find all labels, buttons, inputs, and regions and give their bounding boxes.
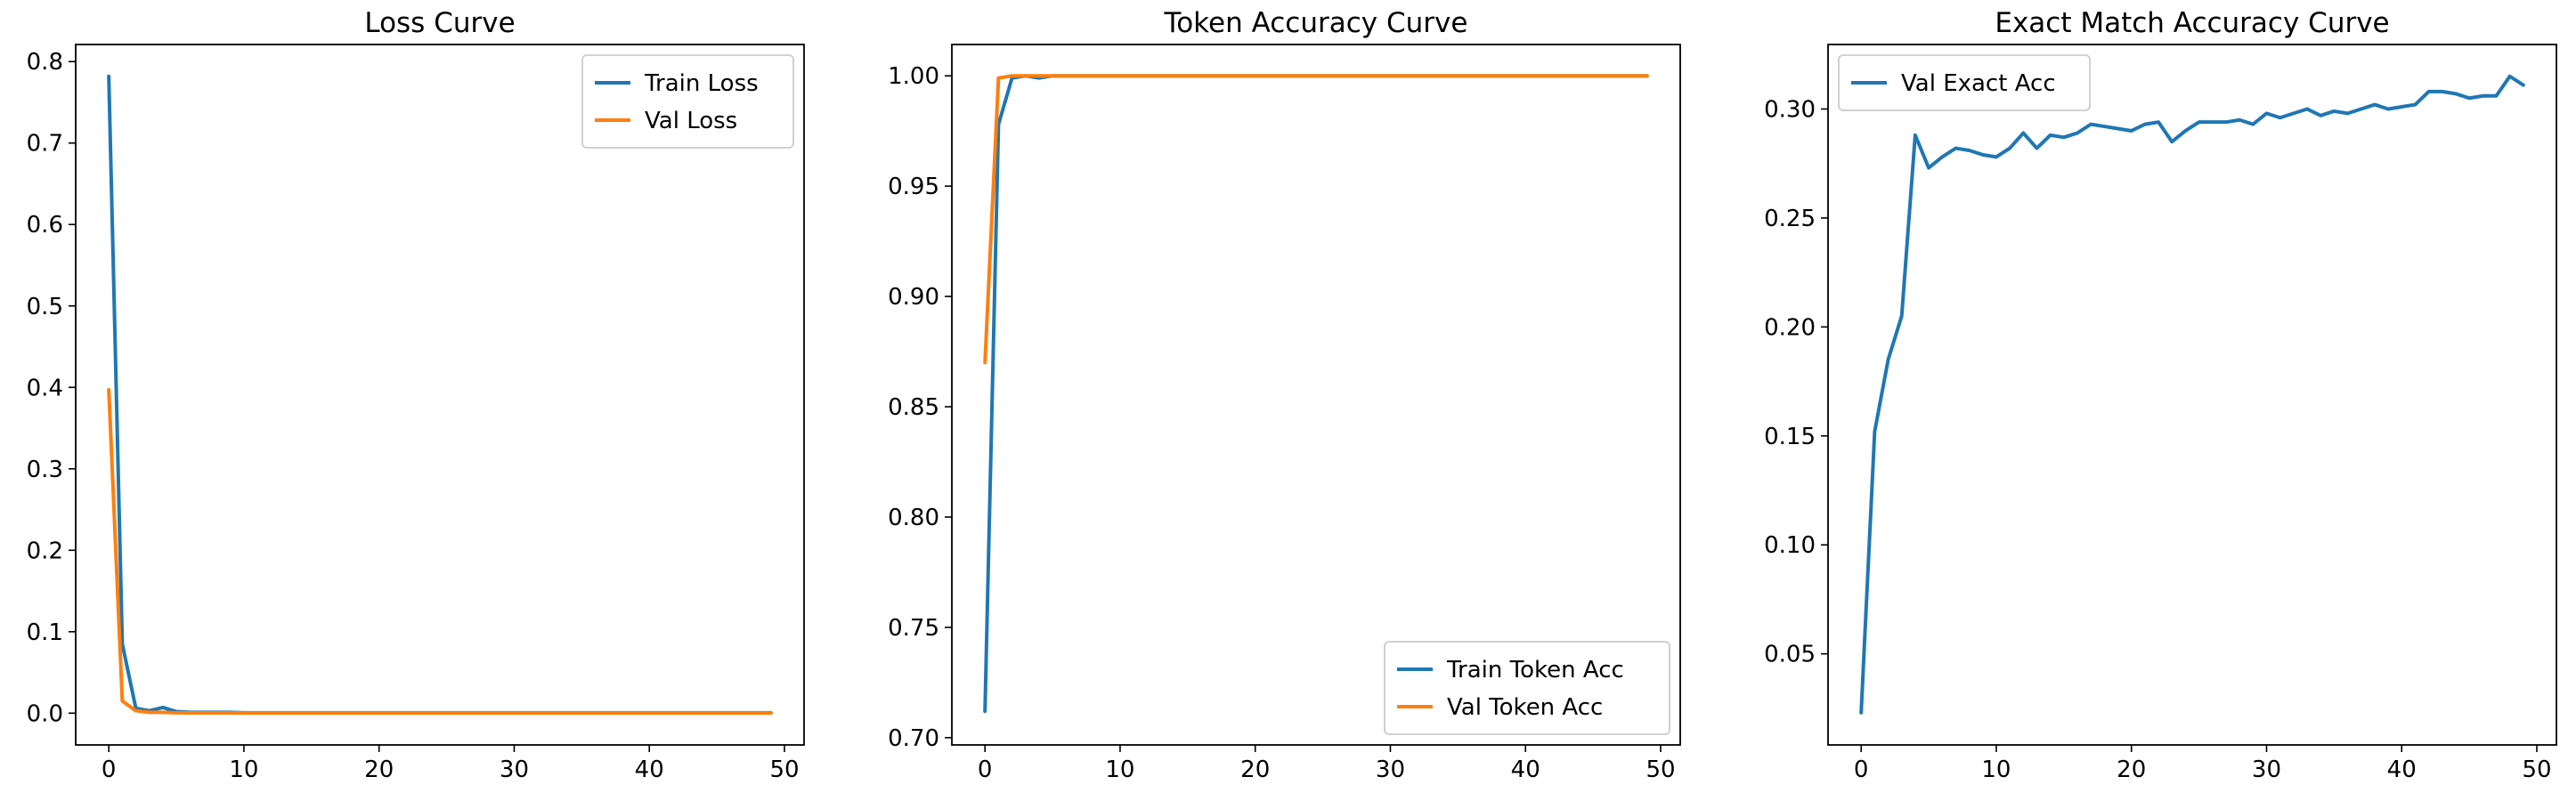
y-tick-label: 0.5 — [27, 294, 63, 320]
x-tick-label: 50 — [769, 756, 799, 783]
y-tick-label: 0.80 — [888, 505, 939, 531]
chart-title: Exact Match Accuracy Curve — [1995, 7, 2389, 39]
y-tick-label: 0.3 — [27, 457, 63, 483]
legend-box — [581, 54, 794, 149]
y-tick-label: 0.0 — [27, 700, 63, 727]
series-line-val-exact-acc — [1859, 74, 2525, 715]
x-tick-label: 10 — [1981, 756, 2011, 783]
chart-title: Token Accuracy Curve — [1164, 7, 1468, 39]
x-tick-label: 20 — [364, 756, 394, 783]
y-tick-label: 0.8 — [27, 49, 63, 76]
legend-label: Val Token Acc — [1447, 694, 1603, 721]
legend-label: Train Token Acc — [1446, 657, 1624, 684]
y-tick-label: 0.20 — [1764, 314, 1816, 341]
chart-panel-1: Token Accuracy Curve 0 10 20 30 40 50 0.70 0.75 0… — [888, 7, 1681, 783]
x-tick-label: 0 — [102, 756, 117, 783]
x-tick-label: 20 — [2117, 756, 2146, 783]
y-tick-label: 0.05 — [1764, 642, 1816, 668]
y-tick-label: 0.30 — [1764, 96, 1816, 123]
y-tick-label: 0.10 — [1764, 532, 1816, 559]
y-tick-label: 1.00 — [888, 63, 939, 90]
x-tick-label: 30 — [500, 756, 529, 783]
x-tick-label: 50 — [1646, 756, 1675, 783]
legend-label: Val Exact Acc — [1901, 70, 2056, 97]
y-tick-label: 0.1 — [27, 619, 63, 646]
x-tick-label: 30 — [2252, 756, 2281, 783]
x-tick-label: 40 — [1511, 756, 1540, 783]
chart-panel-0: Loss Curve 0 10 20 30 40 50 0.0 0.1 0.2 0.3 0.4 0.5 0… — [27, 7, 805, 783]
x-tick-label: 20 — [1240, 756, 1270, 783]
legend: Train Loss Val Loss — [581, 54, 794, 149]
legend-box — [1838, 54, 2091, 111]
chart-panel-2: Exact Match Accuracy Curve 0 10 20 30 40 50 0.0… — [1764, 7, 2557, 783]
legend-box — [1384, 641, 1670, 735]
y-tick-label: 0.90 — [888, 284, 939, 311]
chart-title: Loss Curve — [364, 7, 515, 39]
x-tick-label: 0 — [1854, 756, 1869, 783]
y-tick-label: 0.75 — [888, 615, 939, 642]
axes-frame — [1827, 44, 2557, 746]
legend-label: Train Loss — [644, 70, 759, 97]
axes-frame — [951, 44, 1681, 746]
x-tick-label: 0 — [978, 756, 993, 783]
legend: Val Exact Acc — [1838, 54, 2091, 111]
y-tick-label: 0.4 — [27, 375, 63, 401]
x-tick-label: 40 — [635, 756, 664, 783]
axes-frame — [75, 44, 805, 746]
series-line-val-token-acc — [983, 74, 1649, 365]
y-tick-label: 0.15 — [1764, 424, 1816, 450]
x-tick-label: 40 — [2387, 756, 2417, 783]
x-tick-label: 10 — [229, 756, 258, 783]
y-tick-label: 0.25 — [1764, 206, 1816, 232]
legend: Train Token Acc Val Token Acc — [1384, 641, 1670, 735]
series-line-val-loss — [107, 388, 773, 716]
x-tick-label: 50 — [2522, 756, 2551, 783]
x-tick-label: 30 — [1376, 756, 1405, 783]
y-tick-label: 0.2 — [27, 538, 63, 564]
x-tick-label: 10 — [1105, 756, 1134, 783]
y-tick-label: 0.95 — [888, 174, 939, 200]
y-tick-label: 0.85 — [888, 394, 939, 421]
y-tick-label: 0.7 — [27, 131, 63, 158]
y-tick-label: 0.70 — [888, 725, 939, 752]
legend-label: Val Loss — [645, 108, 737, 134]
y-tick-label: 0.6 — [27, 212, 63, 239]
